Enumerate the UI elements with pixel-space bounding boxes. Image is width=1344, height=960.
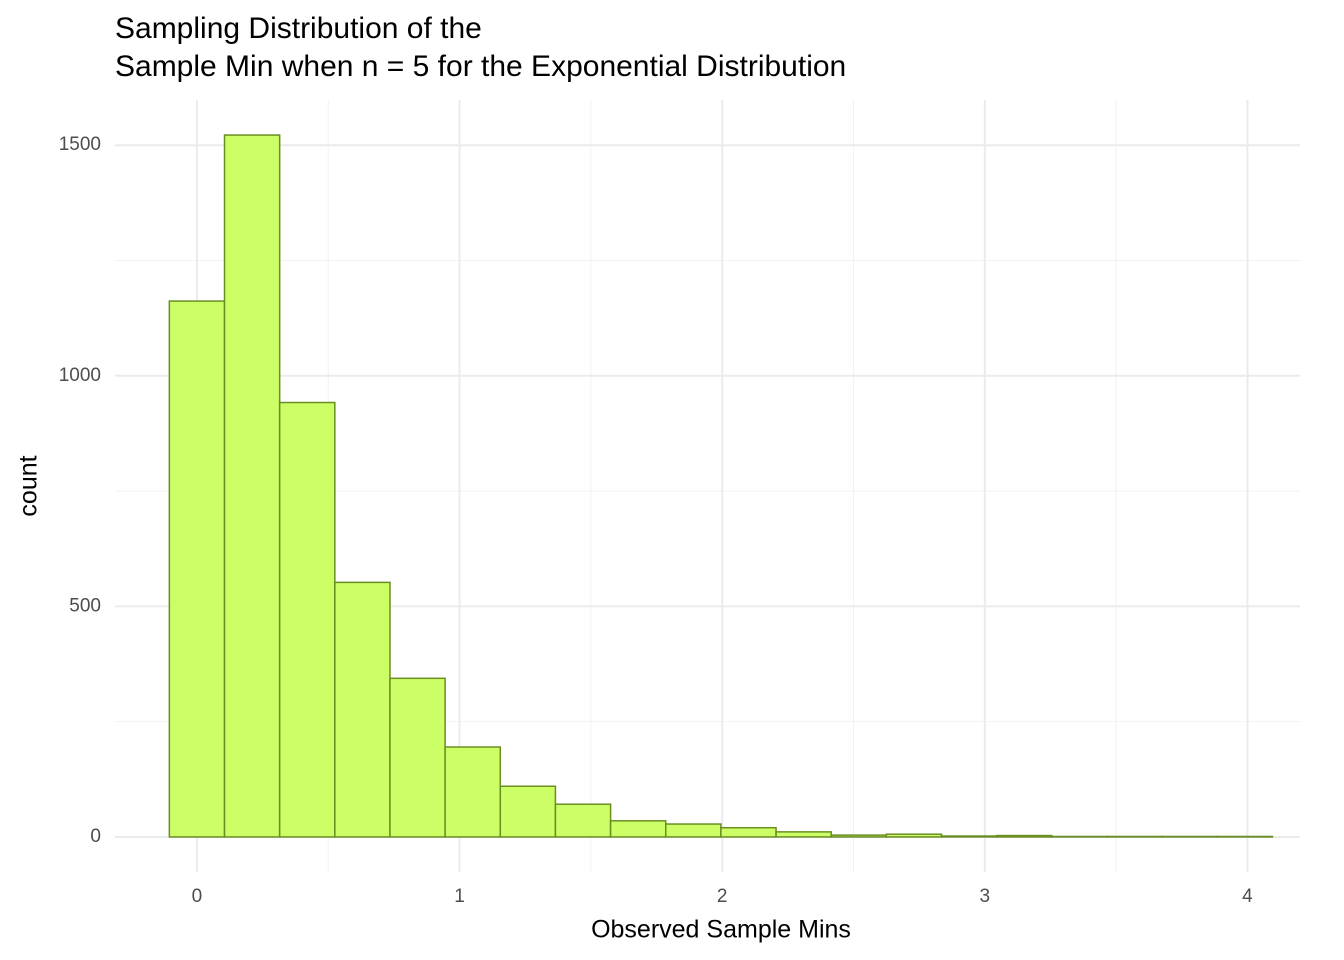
x-axis-label: Observed Sample Mins (591, 916, 851, 944)
x-tick-label: 2 (717, 886, 728, 907)
x-tick-label: 0 (192, 886, 203, 907)
bar (389, 677, 446, 838)
chart-title-line: Sample Min when n = 5 for the Exponentia… (115, 50, 846, 83)
bar (499, 785, 557, 838)
bar (940, 835, 998, 838)
x-tick-label: 3 (980, 886, 991, 907)
bar (444, 746, 502, 838)
bar (334, 581, 391, 838)
bar (885, 833, 943, 838)
bar (554, 803, 612, 838)
bar (664, 823, 722, 838)
y-axis-label: count (15, 455, 43, 516)
bar (278, 401, 336, 838)
bar (830, 834, 888, 838)
bar (775, 831, 832, 838)
y-tick-label: 500 (69, 595, 101, 616)
bar (995, 834, 1053, 838)
x-tick-label: 1 (454, 886, 465, 907)
y-tick-label: 1500 (59, 134, 101, 155)
y-tick-label: 1000 (59, 365, 101, 386)
y-tick-label: 0 (90, 826, 101, 847)
x-tick-label: 4 (1242, 886, 1253, 907)
bar (223, 134, 281, 838)
bar (168, 300, 226, 838)
bar (720, 826, 777, 838)
bar (609, 820, 667, 838)
chart-title-line: Sampling Distribution of the (115, 12, 482, 45)
